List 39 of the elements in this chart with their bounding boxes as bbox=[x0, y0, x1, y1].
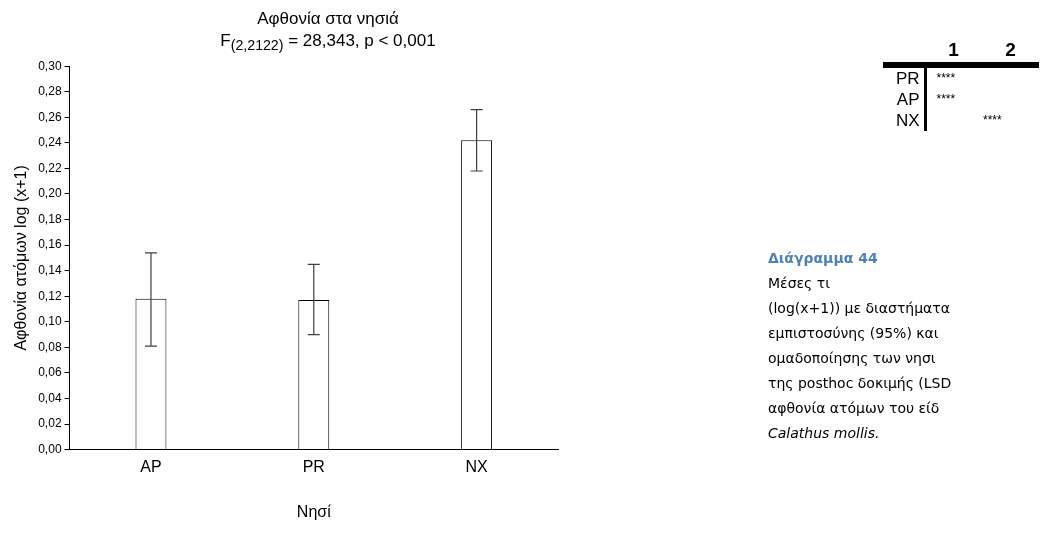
y-tick-label: 0,16 bbox=[38, 237, 62, 252]
x-tick-label: NX bbox=[465, 458, 489, 475]
y-tick-label: 0,14 bbox=[38, 263, 62, 278]
y-tick-label: 0,10 bbox=[38, 314, 62, 329]
x-tick-label: AP bbox=[140, 458, 162, 475]
y-tick-label: 0,26 bbox=[38, 110, 62, 125]
x-axis-title: Νησί bbox=[296, 503, 332, 521]
text: 2 bbox=[1005, 39, 1016, 60]
x-tick-label: PR bbox=[302, 458, 325, 475]
text: της posthoc δοκιμής (LSD bbox=[768, 375, 952, 391]
text: **** bbox=[936, 92, 956, 106]
y-tick-label: 0,02 bbox=[38, 416, 62, 431]
y-tick-label: 0,30 bbox=[38, 58, 62, 73]
text: Διάγραμμα 44 bbox=[768, 250, 878, 266]
y-tick-label: 0,20 bbox=[38, 186, 62, 201]
text: (log(x+1)) με διαστήματα bbox=[768, 300, 950, 316]
text: 1 bbox=[948, 39, 959, 60]
y-tick-label: 0,06 bbox=[38, 365, 62, 380]
y-tick-label: 0,08 bbox=[38, 340, 62, 355]
text: **** bbox=[936, 71, 956, 85]
text: ομαδοποίησης των νησι bbox=[768, 350, 936, 366]
text: εμπιστοσύνης (95%) και bbox=[768, 325, 939, 341]
y-tick-label: 0,04 bbox=[38, 391, 62, 406]
y-tick-label: 0,18 bbox=[38, 212, 62, 227]
chart-title: Αφθονία στα νησιά bbox=[256, 8, 400, 30]
text: αφθονία ατόμων του είδ bbox=[768, 400, 940, 416]
y-tick-label: 0,24 bbox=[38, 135, 62, 150]
text: PR bbox=[895, 69, 920, 88]
text: AP bbox=[896, 90, 920, 109]
text: Μέσες τι bbox=[768, 275, 830, 291]
y-axis-title: Αφθονία ατόμων log (x+1) bbox=[12, 165, 30, 351]
text: **** bbox=[983, 113, 1002, 127]
text: Calathus mollis. bbox=[768, 425, 880, 441]
chart-subtitle: F$_{(2,2122)}$ = 28,343, p < 0,001 bbox=[219, 30, 437, 56]
y-tick-label: 0,12 bbox=[38, 288, 62, 303]
y-tick-label: 0,28 bbox=[38, 84, 62, 99]
text: NX bbox=[895, 111, 920, 130]
y-tick-label: 0,00 bbox=[38, 442, 62, 457]
y-tick-label: 0,22 bbox=[38, 161, 62, 176]
